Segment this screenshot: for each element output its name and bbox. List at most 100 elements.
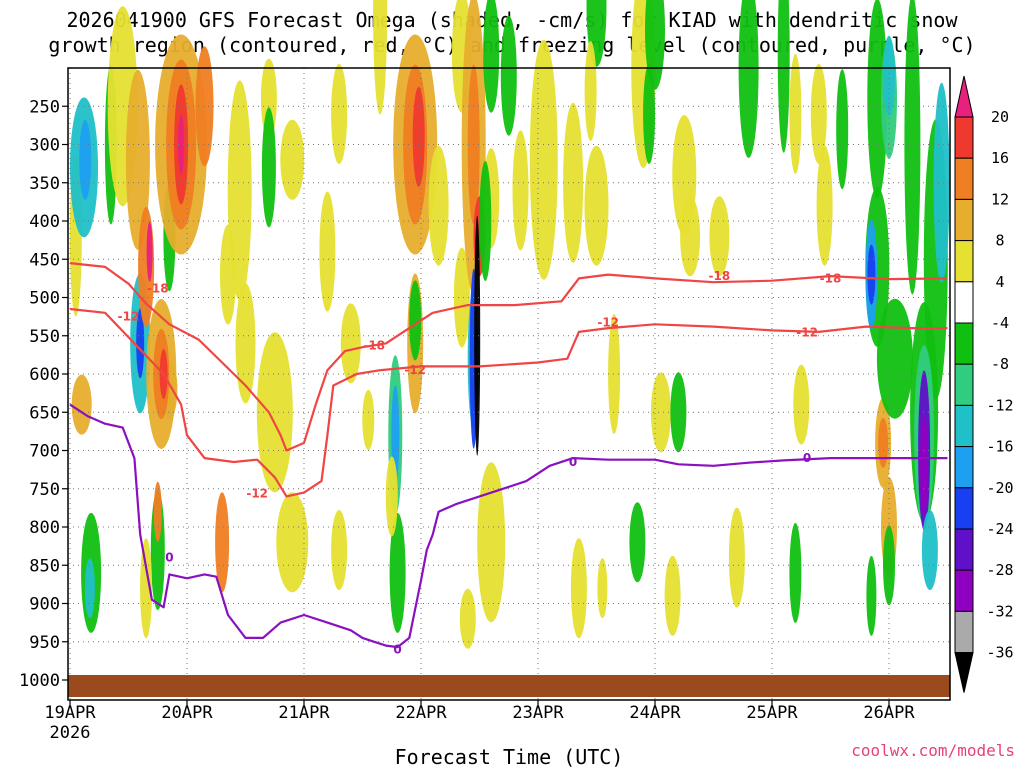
omega-shade-28: [220, 224, 236, 325]
omega-shade-96: [878, 417, 889, 468]
omega-shade-67: [570, 538, 587, 639]
x-axis-label: Forecast Time (UTC): [395, 745, 624, 768]
omega-shade-75: [629, 502, 646, 583]
colorbar-segment-8: [954, 404, 974, 448]
omega-shade-79: [709, 196, 730, 277]
contour-line-0: [69, 262, 948, 452]
omega-shade-19: [178, 114, 185, 175]
ground-layer: [68, 675, 950, 697]
omega-shade-97: [876, 298, 913, 419]
x-tick-label-24APR: 24APR: [629, 703, 681, 723]
y-tick-label-900: 900: [29, 595, 60, 615]
contour-label-0-1: -18: [363, 339, 385, 353]
contour-label-1-0: -12: [118, 310, 140, 324]
y-tick-label-800: 800: [29, 518, 60, 538]
colorbar-label-0: 20: [991, 108, 1009, 126]
omega-shade-64: [529, 39, 558, 280]
omega-shade-8: [125, 69, 150, 250]
y-tick-label-950: 950: [29, 633, 60, 653]
contour-label-2-3: 0: [803, 451, 811, 465]
contour-line-1: [69, 307, 948, 498]
x-tick-label-23APR: 23APR: [512, 703, 564, 723]
omega-shade-59: [474, 215, 481, 456]
colorbar-segment-9: [954, 446, 974, 489]
omega-shade-27: [235, 283, 256, 404]
y-tick-label-250: 250: [29, 97, 60, 117]
omega-shade-110: [608, 314, 621, 434]
omega-shade-104: [933, 82, 950, 283]
omega-shade-69: [584, 41, 597, 141]
colorbar-label-10: -24: [986, 520, 1013, 538]
y-tick-label-450: 450: [29, 250, 60, 270]
colorbar-segment-5: [954, 281, 974, 324]
y-tick-label-650: 650: [29, 403, 60, 423]
omega-shade-52: [477, 462, 506, 623]
y-tick-label-700: 700: [29, 442, 60, 462]
colorbar-segment-3: [954, 198, 974, 242]
omega-shade-94: [867, 244, 876, 305]
omega-shade-108: [789, 522, 802, 623]
omega-shade-49: [453, 247, 470, 348]
omega-shade-62: [500, 15, 517, 136]
y-tick-label-300: 300: [29, 136, 60, 156]
colorbar-label-3: 8: [995, 232, 1004, 250]
omega-shade-83: [789, 53, 802, 174]
omega-shade-38: [362, 389, 375, 450]
y-axis: 250 300 350 400 450 500 550 600 650 700 750 800 850 9…: [19, 97, 68, 691]
colorbar-top-arrow: [954, 75, 974, 118]
omega-shade-86: [793, 364, 810, 445]
x-tick-label-26APR: 26APR: [863, 703, 915, 723]
colorbar-bottom-arrow: [954, 652, 974, 693]
contour-label-1-4: -12: [796, 326, 818, 340]
omega-shade-31: [261, 107, 276, 228]
contour-label-1-2: -12: [404, 363, 426, 377]
omega-shade-10: [136, 308, 145, 379]
omega-shade-48: [428, 145, 449, 266]
contour-label-2-2: 0: [569, 455, 577, 469]
omega-shade-37: [340, 303, 361, 384]
colorbar-label-5: -4: [991, 314, 1009, 332]
colorbar-segment-2: [954, 157, 974, 200]
x-tick-label-21APR: 21APR: [278, 703, 330, 723]
omega-shade-76: [664, 555, 681, 636]
x-tick-label-19APR: 19APR: [44, 703, 96, 723]
colorbar-label-2: 12: [991, 190, 1009, 208]
x-tick-label-20APR: 20APR: [161, 703, 213, 723]
omega-shade-24: [146, 221, 153, 282]
omega-shade-39: [373, 0, 388, 115]
omega-shade-14: [153, 481, 162, 542]
omega-shade-32: [280, 119, 305, 200]
contour-label-1-3: -12: [597, 316, 619, 330]
colorbar-segment-12: [954, 569, 974, 612]
omega-shade-42: [412, 86, 425, 187]
omega-shade-53: [459, 588, 476, 649]
omega-shade-80: [728, 507, 745, 608]
colorbar-segment-4: [954, 240, 974, 283]
omega-shade-25: [195, 46, 214, 167]
omega-shading-layer: [69, 0, 950, 649]
omega-shade-85: [810, 63, 827, 164]
contour-label-0-3: -18: [820, 271, 842, 285]
omega-shade-107: [866, 555, 877, 636]
y-tick-label-500: 500: [29, 289, 60, 309]
contour-line-2: [69, 403, 948, 649]
omega-shade-111: [331, 510, 348, 590]
omega-shade-88: [867, 0, 888, 199]
plot-frame: [67, 67, 951, 701]
credit-link[interactable]: coolwx.com/models: [851, 741, 1015, 760]
omega-shade-44: [409, 280, 422, 361]
contour-label-2-0: 0: [165, 551, 173, 565]
y-tick-label-750: 750: [29, 480, 60, 500]
colorbar-segment-10: [954, 487, 974, 530]
ground-surface: [68, 675, 950, 697]
omega-shade-35: [331, 63, 348, 164]
y-tick-label-1000: 1000: [19, 671, 60, 691]
colorbar-label-12: -32: [986, 602, 1013, 620]
omega-shade-66: [584, 145, 609, 266]
x-tick-label-22APR: 22APR: [395, 703, 447, 723]
colorbar-label-11: -28: [986, 561, 1013, 579]
omega-shade-103: [920, 415, 929, 516]
omega-shade-3: [71, 374, 92, 435]
